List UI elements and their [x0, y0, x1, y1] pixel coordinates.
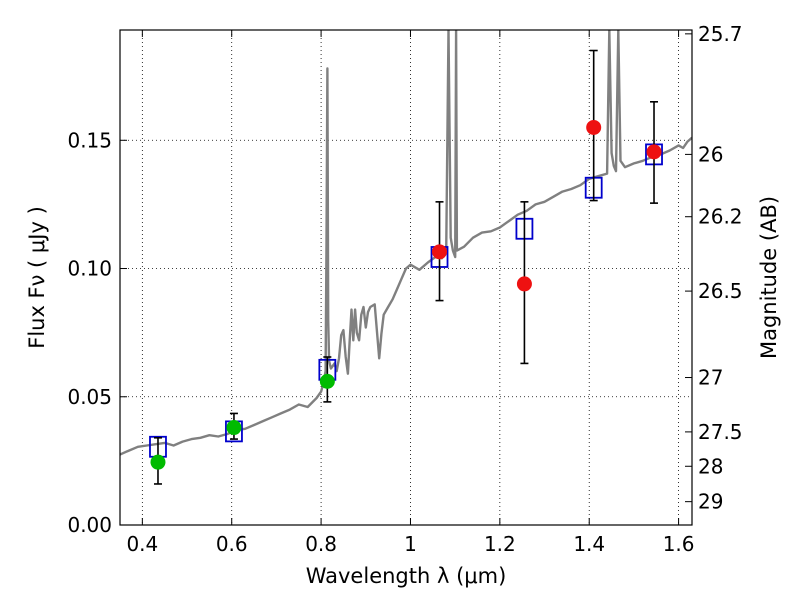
x-tick-label: 1.4 — [573, 532, 605, 556]
y2-tick-label: 25.7 — [698, 22, 743, 46]
data-layer — [120, 30, 692, 485]
y2-tick-label: 26 — [698, 142, 723, 166]
ticks: 0.4 0.6 0.8 1 1.2 1.4 1.6 0.00 0.05 0.10 0.15 25.7 2… — [67, 22, 742, 556]
spectrum-line — [120, 30, 692, 456]
x-tick-label: 0.4 — [126, 532, 158, 556]
x-tick-label: 1 — [404, 532, 417, 556]
y-tick-label: 0.05 — [67, 385, 112, 409]
y2-tick-label: 29 — [698, 490, 723, 514]
observed-point-green — [150, 454, 166, 470]
y2-tick-label: 27.5 — [698, 420, 743, 444]
x-tick-label: 0.8 — [305, 532, 337, 556]
plot-frame — [119, 29, 693, 526]
y2-tick-label: 26.5 — [698, 279, 743, 303]
observed-point-red — [432, 244, 448, 260]
observed-point-green — [319, 373, 335, 389]
observed-point-green — [226, 420, 242, 436]
observed-point-red — [516, 276, 532, 292]
x-tick-label: 1.2 — [484, 532, 516, 556]
y2-tick-label: 26.2 — [698, 205, 743, 229]
observed-point-red — [586, 119, 602, 135]
observed-point-red — [646, 144, 662, 160]
y-tick-label: 0.15 — [67, 128, 112, 152]
x-axis-label: Wavelength λ (μm) — [306, 564, 507, 588]
y2-tick-label: 27 — [698, 366, 723, 390]
right-y-axis-label: Magnitude (AB) — [757, 196, 781, 359]
grid-lines — [120, 30, 692, 526]
y2-tick-label: 28 — [698, 454, 723, 478]
y-tick-label: 0.00 — [67, 513, 112, 537]
clipped-data — [120, 30, 692, 485]
x-tick-label: 1.6 — [663, 532, 695, 556]
y-axis-label: Flux Fν ( μJy ) — [25, 206, 49, 349]
y-tick-label: 0.10 — [67, 257, 112, 281]
x-tick-label: 0.6 — [216, 532, 248, 556]
